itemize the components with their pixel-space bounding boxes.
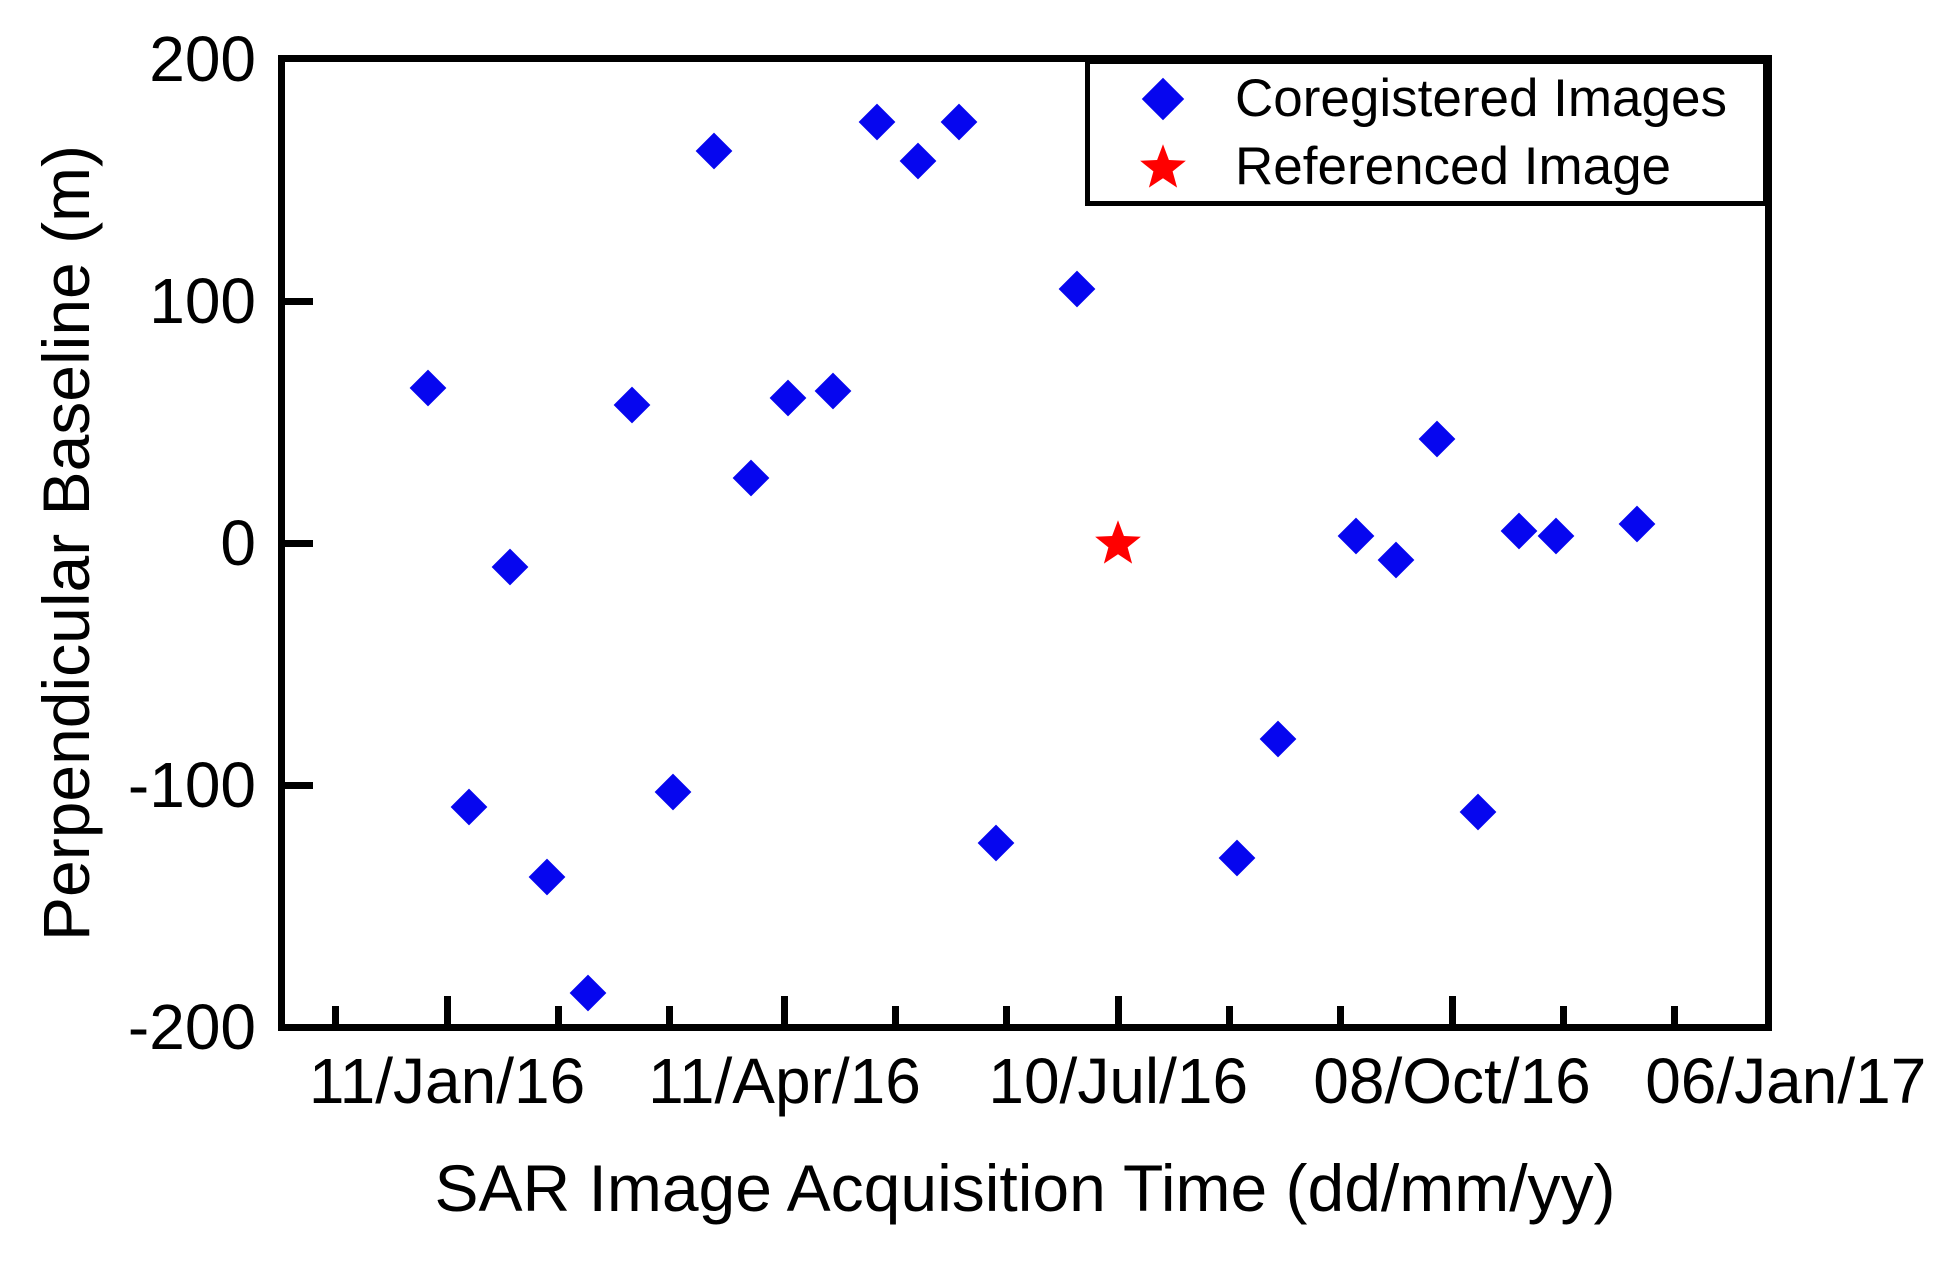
- x-minor-tick: [1003, 1006, 1011, 1024]
- x-major-tick: [443, 996, 451, 1024]
- x-minor-tick: [892, 1006, 900, 1024]
- x-minor-tick: [1671, 1006, 1678, 1024]
- x-tick-label: 11/Jan/16: [308, 1045, 586, 1117]
- y-tick-label: 0: [220, 507, 256, 579]
- y-major-tick: [285, 781, 313, 789]
- legend-entry-coregistered: Coregistered Images: [1090, 65, 1763, 133]
- x-minor-tick: [1559, 1006, 1567, 1024]
- y-major-tick: [285, 297, 313, 305]
- y-major-tick: [285, 539, 313, 547]
- y-tick-label: 200: [149, 23, 256, 95]
- x-minor-tick: [666, 1006, 673, 1024]
- x-axis-title: SAR Image Acquisition Time (dd/mm/yy): [434, 1151, 1616, 1225]
- plot-area-border: [278, 55, 1772, 1031]
- legend-star-icon: [1139, 143, 1186, 188]
- legend-marker-cell: [1090, 77, 1235, 120]
- y-tick-label: -100: [127, 749, 256, 821]
- x-major-tick: [1114, 996, 1122, 1024]
- legend-diamond-icon: [1141, 77, 1184, 120]
- legend-marker-cell: [1090, 143, 1235, 190]
- x-minor-tick: [332, 1006, 340, 1024]
- x-tick-label: 10/Jul/16: [988, 1045, 1249, 1117]
- x-major-tick: [780, 996, 788, 1024]
- x-major-tick: [1448, 996, 1456, 1024]
- x-minor-tick: [1337, 1006, 1345, 1024]
- legend: Coregistered Images Referenced Image: [1085, 59, 1768, 206]
- data-point-star: [1095, 520, 1142, 564]
- x-tick-label: 06/Jan/17: [1645, 1045, 1927, 1117]
- x-minor-tick: [554, 1006, 562, 1024]
- y-tick-label: -200: [127, 991, 256, 1063]
- y-tick-label: 100: [149, 265, 256, 337]
- legend-entry-referenced: Referenced Image: [1090, 133, 1763, 201]
- x-tick-label: 08/Oct/16: [1313, 1045, 1591, 1117]
- legend-label-referenced: Referenced Image: [1235, 137, 1672, 196]
- legend-label-coregistered: Coregistered Images: [1235, 69, 1727, 128]
- x-tick-label: 11/Apr/16: [648, 1045, 921, 1117]
- x-minor-tick: [1225, 1006, 1233, 1024]
